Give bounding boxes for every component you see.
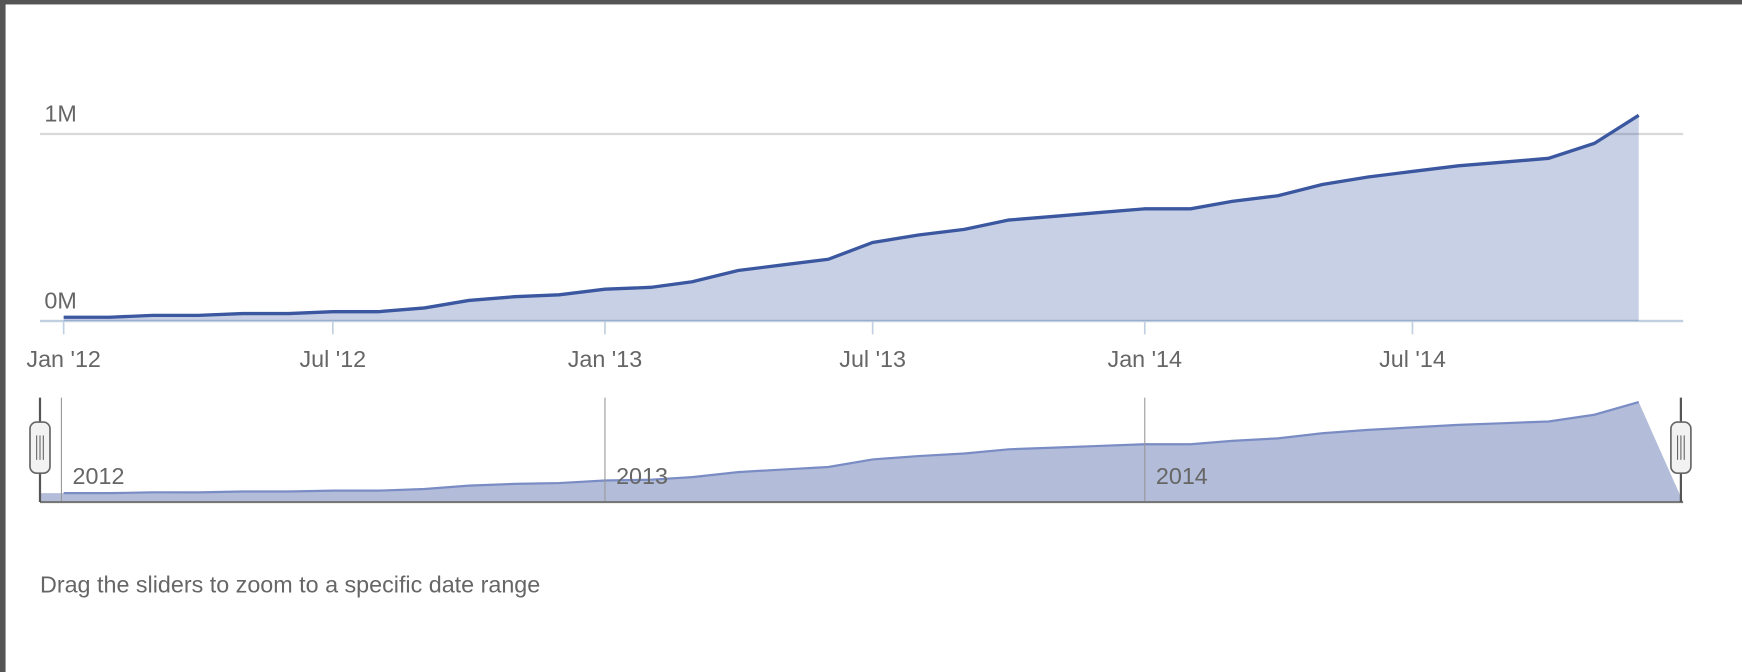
x-tick-label: Jan '13 bbox=[568, 346, 642, 372]
navigator-line bbox=[63, 401, 1640, 495]
hint-text: Drag the sliders to zoom to a specific d… bbox=[40, 572, 540, 598]
navigator-label: 2012 bbox=[73, 463, 125, 489]
x-tick-label: Jan '14 bbox=[1108, 346, 1182, 372]
top-border bbox=[0, 0, 1742, 5]
x-tick-label: Jul '12 bbox=[299, 346, 366, 372]
navigator-area bbox=[39, 402, 1684, 503]
navigator-label: 2014 bbox=[1156, 463, 1208, 489]
x-tick-label: Jul '14 bbox=[1379, 346, 1446, 372]
y-tick-label: 1M bbox=[44, 100, 76, 126]
x-tick-label: Jul '13 bbox=[839, 346, 906, 372]
area-fill bbox=[63, 115, 1639, 322]
y-tick-label: 0M bbox=[44, 287, 76, 313]
navigator-label: 2013 bbox=[616, 463, 668, 489]
x-tick-label: Jan '12 bbox=[26, 346, 100, 372]
left-border bbox=[0, 0, 6, 672]
area-line bbox=[63, 113, 1640, 319]
